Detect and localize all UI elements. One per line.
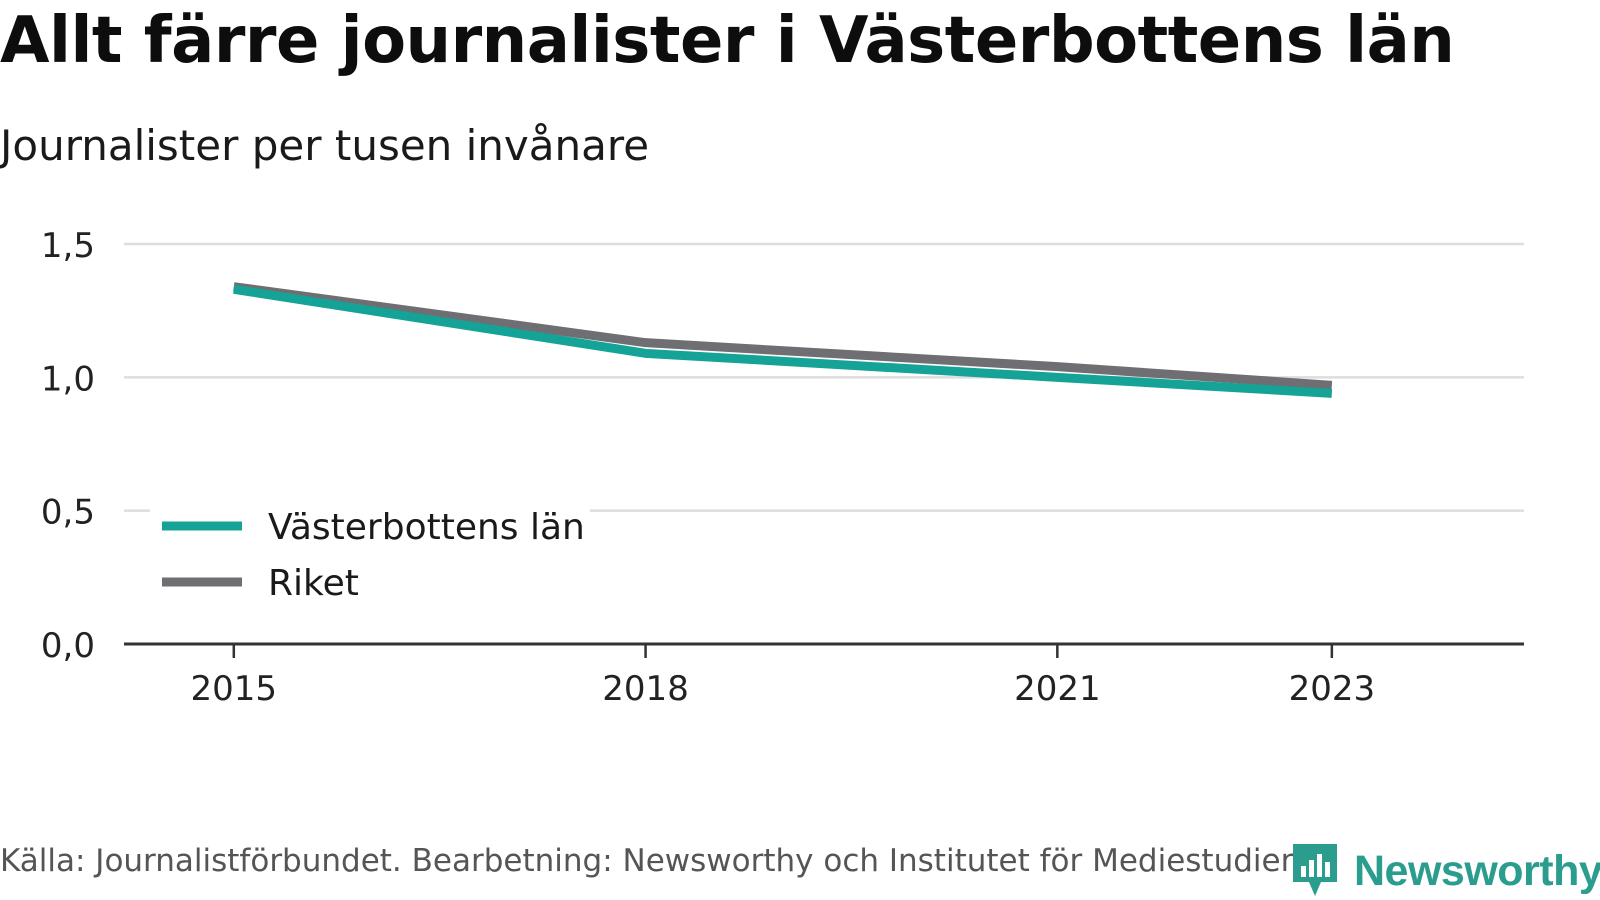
legend-label: Västerbottens län — [268, 507, 585, 548]
chart-title: Allt färre journalister i Västerbottens … — [0, 4, 1455, 78]
axes: 0,0 0,5 1,0 1,5 2015 2018 2021 2023 — [41, 226, 1524, 709]
chart-subtitle: Journalister per tusen invånare — [0, 121, 650, 170]
y-tick-label: 0,0 — [41, 626, 95, 666]
line-chart: 0,0 0,5 1,0 1,5 2015 2018 2021 2023 Västerbotte… — [41, 226, 1524, 709]
source-note: Källa: Journalistförbundet. Bearbetning:… — [0, 843, 1301, 879]
series-line-riket — [233, 282, 1333, 390]
grid-lines — [124, 242, 1524, 512]
x-tick-label: 2018 — [602, 669, 689, 709]
newsworthy-logo-icon — [1293, 844, 1337, 896]
series-line-vasterbotten — [233, 284, 1333, 398]
newsworthy-logo[interactable]: Newsworthy — [1290, 842, 1600, 900]
y-tick-label: 1,5 — [41, 226, 95, 266]
y-tick-label: 0,5 — [41, 493, 95, 533]
y-tick-label: 1,0 — [41, 359, 95, 399]
legend-background — [150, 500, 590, 612]
logo-text: Newsworthy — [1354, 846, 1600, 895]
x-tick-label: 2015 — [191, 669, 278, 709]
legend-label: Riket — [268, 563, 359, 604]
x-tick-label: 2023 — [1289, 669, 1376, 709]
series-lines — [233, 282, 1333, 398]
legend: Västerbottens län Riket — [150, 500, 590, 612]
x-tick-label: 2021 — [1014, 669, 1101, 709]
